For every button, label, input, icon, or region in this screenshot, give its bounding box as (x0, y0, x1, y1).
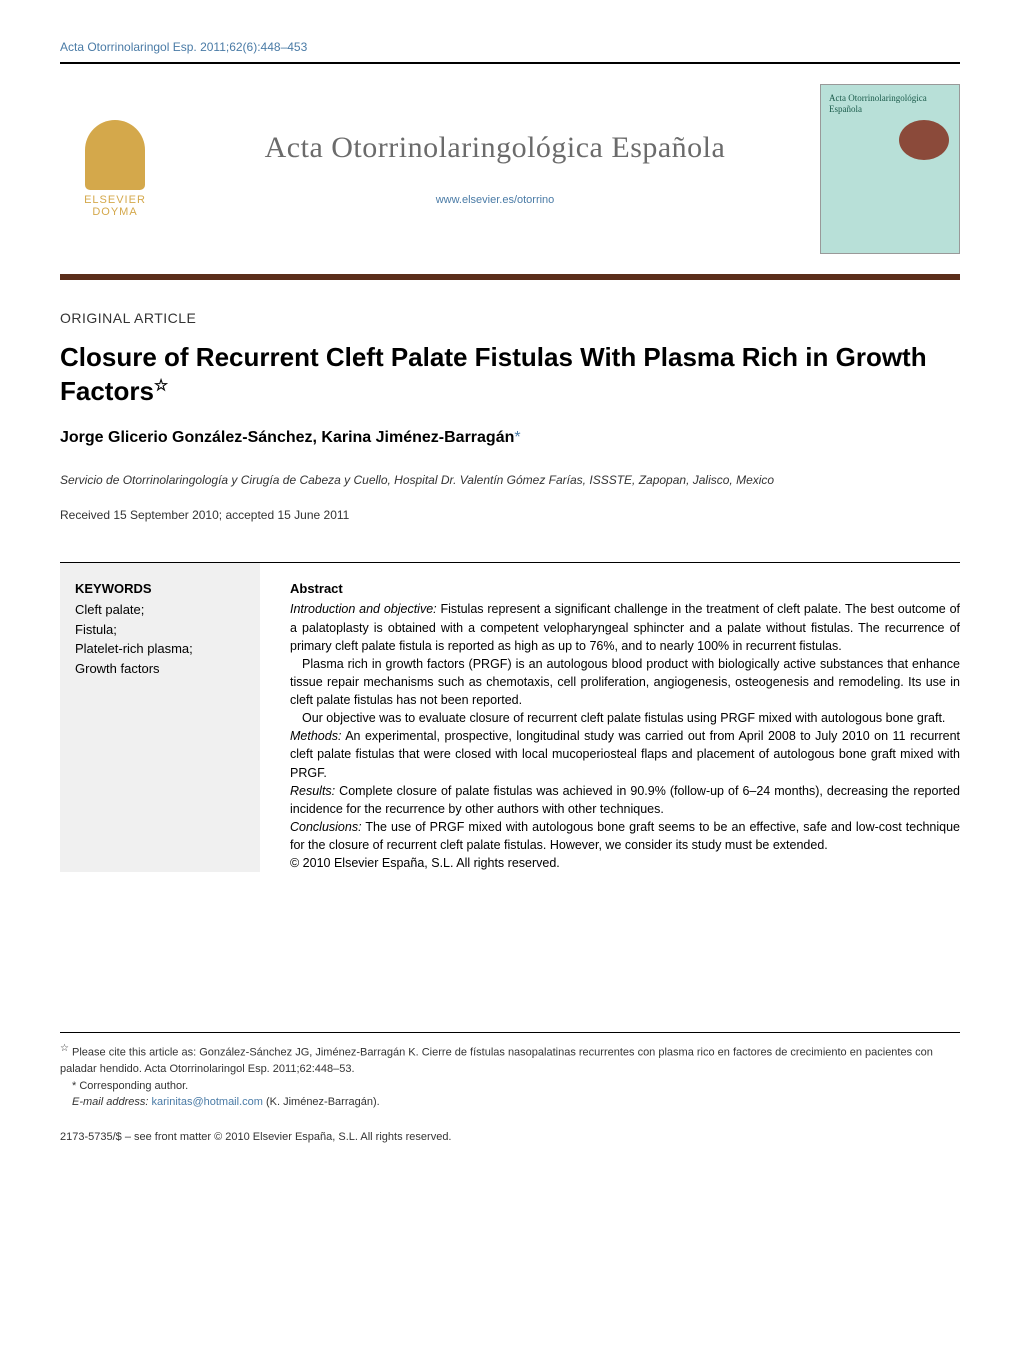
abstract-para-3: Our objective was to evaluate closure of… (290, 709, 960, 727)
abstract-methods: Methods: An experimental, prospective, l… (290, 727, 960, 781)
email-label: E-mail address: (72, 1096, 148, 1108)
elsevier-tree-icon (85, 120, 145, 190)
authors: Jorge Glicerio González-Sánchez, Karina … (60, 429, 960, 447)
journal-url-link[interactable]: www.elsevier.es/otorrino (436, 194, 555, 206)
conclusions-text: The use of PRGF mixed with autologous bo… (290, 820, 960, 852)
abstract-section: KEYWORDS Cleft palate; Fistula; Platelet… (60, 562, 960, 872)
publisher-logo: ELSEVIER DOYMA (60, 104, 170, 234)
cover-image-icon (899, 120, 949, 160)
keywords-column: KEYWORDS Cleft palate; Fistula; Platelet… (60, 563, 260, 872)
abstract-para-2: Plasma rich in growth factors (PRGF) is … (290, 655, 960, 709)
abstract-conclusions: Conclusions: The use of PRGF mixed with … (290, 818, 960, 854)
keywords-heading: KEYWORDS (75, 581, 245, 596)
affiliation: Servicio de Otorrinolaringología y Cirug… (60, 472, 960, 489)
journal-banner: ELSEVIER DOYMA Acta Otorrinolaringológic… (60, 64, 960, 280)
article-title: Closure of Recurrent Cleft Palate Fistul… (60, 341, 960, 409)
results-label: Results: (290, 784, 335, 798)
footnotes: ☆ Please cite this article as: González-… (60, 1032, 960, 1111)
abstract-heading: Abstract (290, 581, 960, 596)
page-footer: 2173-5735/$ – see front matter © 2010 El… (60, 1131, 960, 1143)
corresponding-asterisk: * (514, 429, 520, 446)
banner-center: Acta Otorrinolaringológica Española www.… (170, 131, 820, 208)
title-footnote-mark: ☆ (154, 377, 168, 394)
footnote-star-icon: ☆ (60, 1043, 69, 1054)
footnote-cite-as: ☆ Please cite this article as: González-… (60, 1041, 960, 1078)
article-type: ORIGINAL ARTICLE (60, 310, 960, 326)
cite-as-text: Please cite this article as: González-Sá… (60, 1047, 933, 1076)
keyword-item: Platelet-rich plasma; (75, 639, 245, 659)
citation-header[interactable]: Acta Otorrinolaringol Esp. 2011;62(6):44… (60, 40, 960, 64)
methods-text: An experimental, prospective, longitudin… (290, 729, 960, 779)
abstract-copyright: © 2010 Elsevier España, S.L. All rights … (290, 854, 960, 872)
abstract-column: Abstract Introduction and objective: Fis… (290, 563, 960, 872)
footnote-email: E-mail address: karinitas@hotmail.com (K… (60, 1094, 960, 1111)
keyword-item: Fistula; (75, 620, 245, 640)
journal-name: Acta Otorrinolaringológica Española (170, 131, 820, 165)
results-text: Complete closure of palate fistulas was … (290, 784, 960, 816)
email-link[interactable]: karinitas@hotmail.com (151, 1096, 262, 1108)
email-suffix: (K. Jiménez-Barragán). (263, 1096, 380, 1108)
methods-label: Methods: (290, 729, 341, 743)
keyword-item: Cleft palate; (75, 600, 245, 620)
title-text: Closure of Recurrent Cleft Palate Fistul… (60, 342, 927, 406)
intro-label: Introduction and objective: (290, 602, 437, 616)
keyword-item: Growth factors (75, 659, 245, 679)
conclusions-label: Conclusions: (290, 820, 362, 834)
article-dates: Received 15 September 2010; accepted 15 … (60, 508, 960, 522)
journal-cover-thumbnail: Acta Otorrinolaringológica Española (820, 84, 960, 254)
author-names: Jorge Glicerio González-Sánchez, Karina … (60, 429, 514, 446)
footnote-corresponding: * Corresponding author. (60, 1078, 960, 1095)
abstract-results: Results: Complete closure of palate fist… (290, 782, 960, 818)
abstract-intro: Introduction and objective: Fistulas rep… (290, 600, 960, 654)
cover-title: Acta Otorrinolaringológica Española (829, 93, 951, 115)
publisher-name-1: ELSEVIER (84, 194, 146, 206)
publisher-name-2: DOYMA (92, 206, 137, 218)
